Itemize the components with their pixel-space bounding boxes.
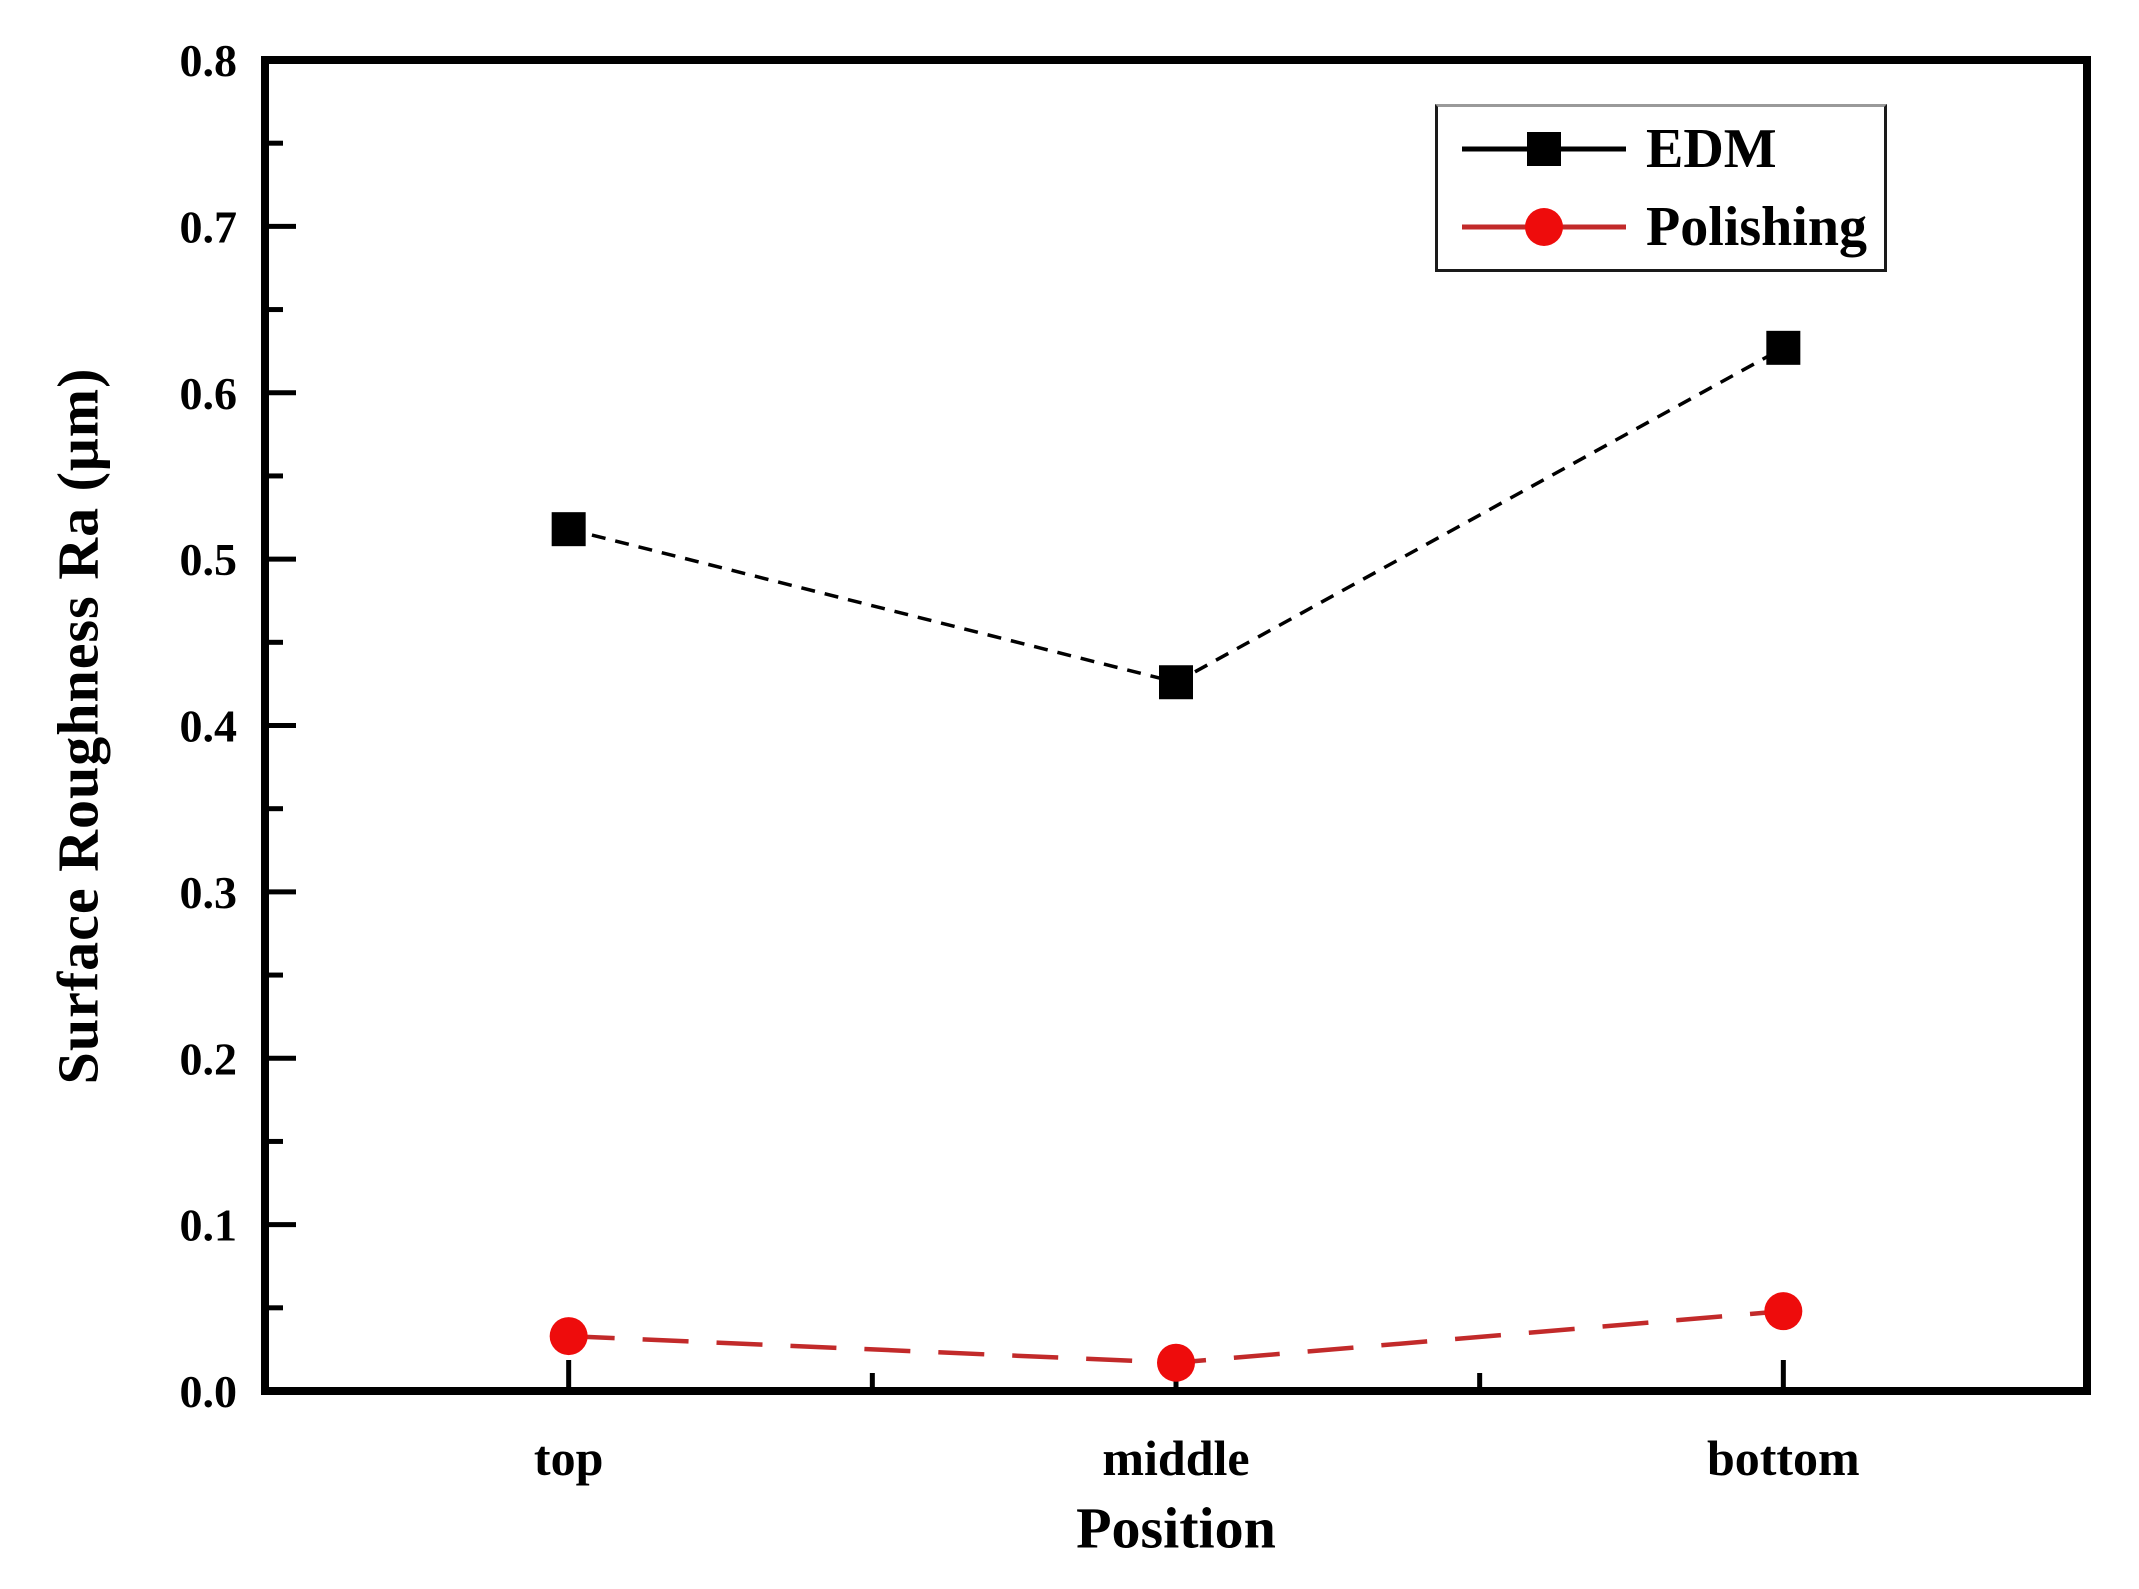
x-axis-title: Position: [1076, 1495, 1276, 1561]
marker-edm-top: [551, 512, 586, 547]
x-tick-label: bottom: [1707, 1430, 1860, 1486]
x-tick-label: middle: [1102, 1430, 1249, 1486]
edm-square-marker-icon: [1462, 132, 1626, 166]
legend-item-edm: EDM: [1460, 113, 1884, 185]
y-tick-label: 0.5: [180, 534, 238, 585]
y-tick-label: 0.0: [180, 1366, 238, 1417]
y-tick-label: 0.6: [180, 368, 238, 419]
marker-edm-middle: [1159, 665, 1193, 700]
series-line-edm: [568, 346, 1785, 685]
marker-polishing-bottom: [1764, 1292, 1803, 1331]
y-tick-label: 0.3: [180, 867, 238, 918]
marker-polishing-middle: [1157, 1343, 1195, 1382]
marker-edm-bottom: [1766, 330, 1801, 365]
marker-polishing-top: [549, 1317, 588, 1356]
plot-frame: [261, 56, 2091, 1395]
legend-label-edm: EDM: [1646, 118, 1777, 180]
x-tick-label: top: [534, 1430, 603, 1486]
y-tick-label: 0.7: [180, 201, 238, 252]
y-tick-label: 0.2: [180, 1033, 238, 1084]
y-tick-label: 0.8: [180, 35, 238, 86]
y-tick-label: 0.4: [180, 701, 238, 752]
legend: EDM Polishing: [1435, 104, 1887, 272]
y-tick-label: 0.1: [180, 1200, 238, 1251]
legend-item-polishing: Polishing: [1460, 191, 1884, 263]
polishing-circle-marker-icon: [1462, 208, 1626, 246]
y-axis-title: Surface Roughness Ra (μm): [45, 367, 111, 1085]
legend-label-polishing: Polishing: [1646, 196, 1867, 258]
